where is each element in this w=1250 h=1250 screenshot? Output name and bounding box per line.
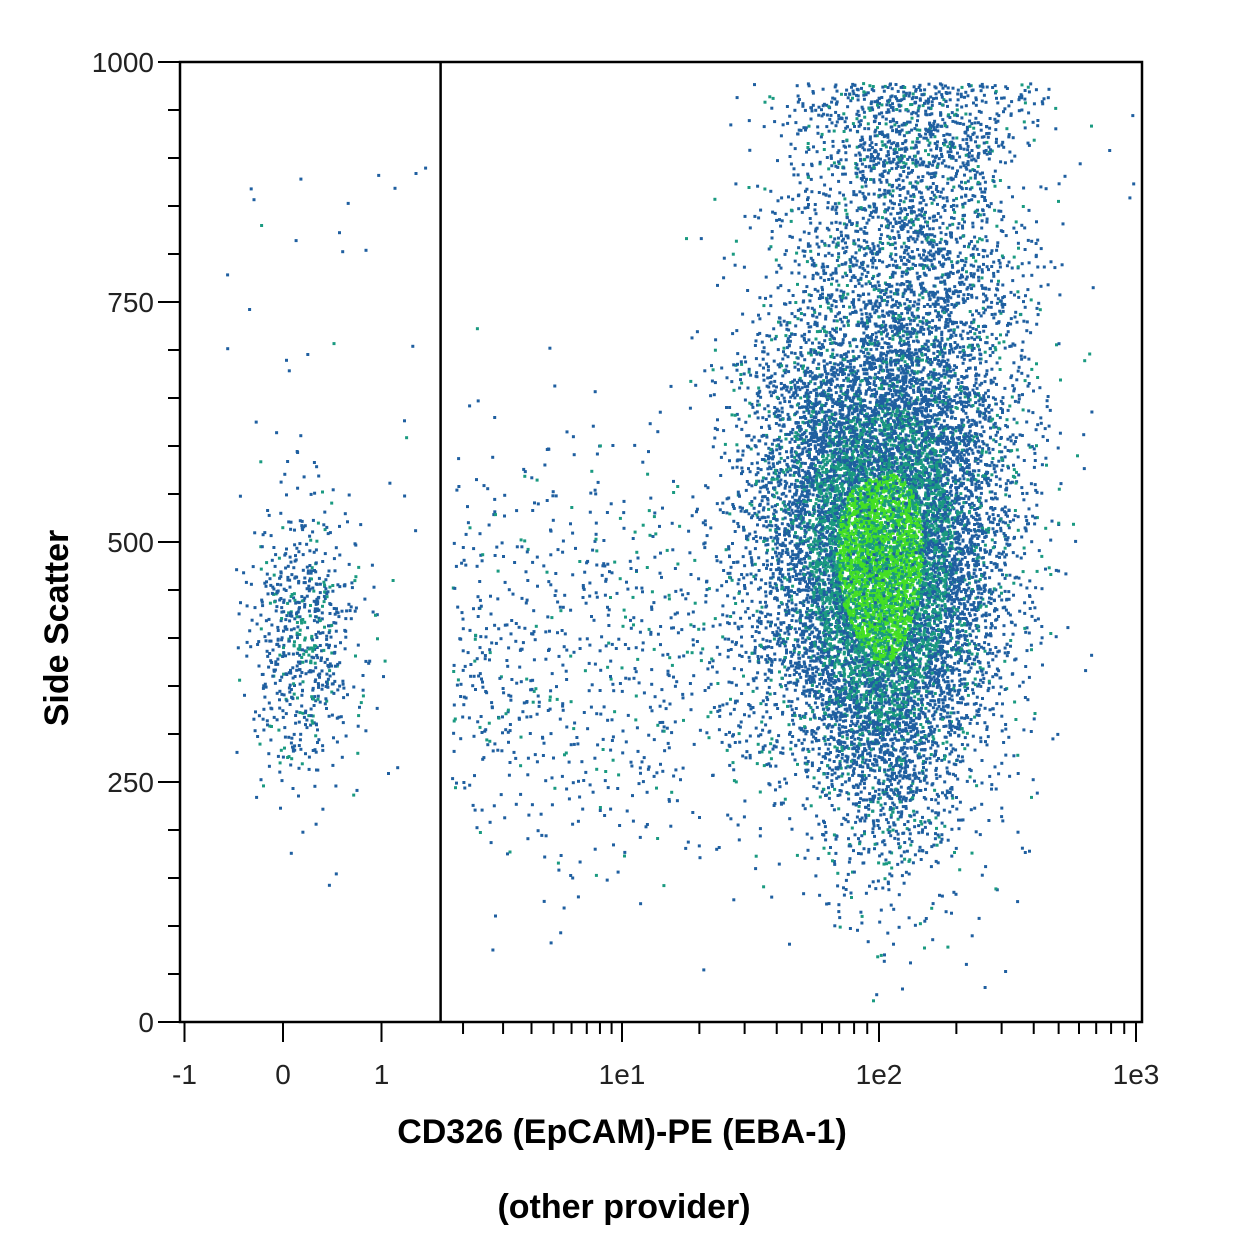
tick-labels: 0 250 500 750 1000 -1 0 1 1e1 1e2 1e3 [92,47,1160,1090]
x-tick-label: 1e3 [1113,1059,1160,1090]
tick-marks [158,61,1137,1042]
y-tick-label: 500 [107,527,154,558]
y-tick-label: 1000 [92,47,154,78]
x-tick-label: -1 [172,1059,197,1090]
scatter-points [226,82,1136,1003]
x-tick-label: 0 [275,1059,291,1090]
plot-frame [178,60,1144,1024]
axes [178,60,1144,1024]
y-axis-title: Side Scatter [38,530,76,727]
x-tick-label: 1 [374,1059,390,1090]
y-tick-label: 250 [107,767,154,798]
y-tick-label: 750 [107,287,154,318]
x-axis-subtitle: (other provider) [497,1188,750,1226]
x-tick-label: 1e2 [856,1059,903,1090]
x-axis-title: CD326 (EpCAM)-PE (EBA-1) [397,1113,847,1151]
y-tick-label: 0 [138,1007,154,1038]
x-tick-label: 1e1 [599,1059,646,1090]
